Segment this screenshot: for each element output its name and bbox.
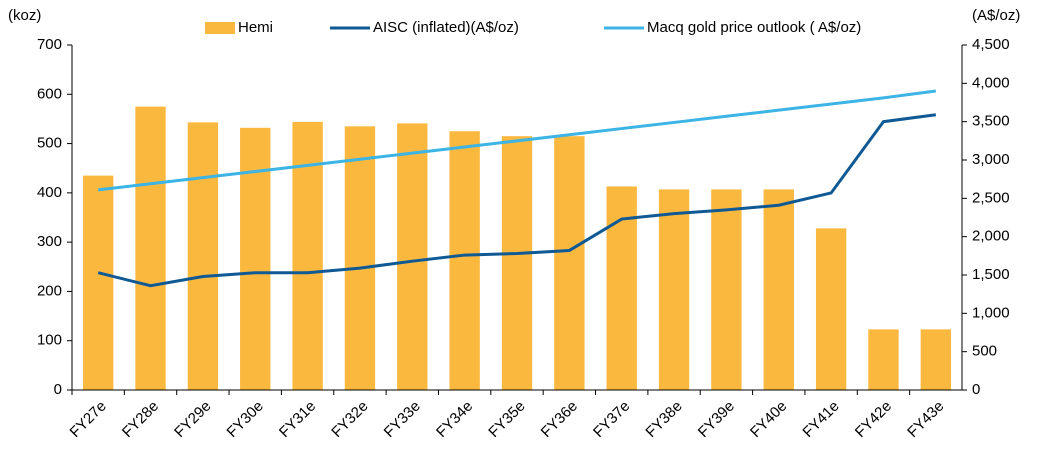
x-tick-label: FY31e bbox=[276, 398, 319, 441]
y2-tick-label: 3,000 bbox=[972, 151, 1010, 168]
x-tick-label: FY39e bbox=[695, 398, 738, 441]
x-tick-label: FY34e bbox=[433, 398, 476, 441]
bar bbox=[763, 189, 794, 390]
bar bbox=[187, 122, 219, 390]
y-tick-label: 0 bbox=[54, 381, 62, 398]
bar bbox=[449, 131, 480, 390]
bar bbox=[920, 329, 952, 390]
y-tick-label: 600 bbox=[37, 85, 62, 102]
x-tick-label: FY38e bbox=[642, 398, 685, 441]
x-tick-label: FY42e bbox=[852, 398, 895, 441]
y-tick-label: 500 bbox=[37, 135, 62, 152]
x-tick-label: FY41e bbox=[799, 398, 842, 441]
x-tick-label: FY36e bbox=[538, 398, 581, 441]
x-tick-label: FY40e bbox=[747, 398, 790, 441]
x-tick-label: FY30e bbox=[224, 398, 267, 441]
x-tick-label: FY29e bbox=[171, 398, 214, 441]
bar bbox=[292, 121, 323, 390]
bar bbox=[135, 106, 166, 390]
bar bbox=[344, 126, 376, 391]
bar bbox=[868, 329, 899, 390]
y-tick-label: 700 bbox=[37, 36, 62, 53]
x-tick-label: FY35e bbox=[485, 398, 528, 441]
bar bbox=[658, 189, 690, 390]
y-tick-label: 400 bbox=[37, 184, 62, 201]
y2-tick-label: 1,000 bbox=[972, 304, 1010, 321]
x-tick-label: FY43e bbox=[904, 398, 947, 441]
bar bbox=[397, 123, 428, 390]
y-axis-title: (koz) bbox=[8, 7, 41, 24]
bar bbox=[82, 175, 114, 390]
line bbox=[98, 89, 937, 192]
legend-label: Macq gold price outlook ( A$/oz) bbox=[647, 19, 861, 36]
y-tick-label: 200 bbox=[37, 282, 62, 299]
y-tick-label: 300 bbox=[37, 233, 62, 250]
y2-tick-label: 2,000 bbox=[972, 228, 1010, 245]
y2-tick-label: 1,500 bbox=[972, 266, 1010, 283]
y-tick-label: 100 bbox=[37, 332, 62, 349]
y2-axis-title: (A$/oz) bbox=[972, 7, 1020, 24]
y2-tick-label: 500 bbox=[972, 343, 997, 360]
y2-tick-label: 4,000 bbox=[972, 74, 1010, 91]
x-tick-label: FY28e bbox=[119, 398, 162, 441]
bar bbox=[554, 136, 585, 390]
y2-tick-label: 4,500 bbox=[972, 36, 1010, 53]
x-tick-label: FY32e bbox=[328, 398, 371, 441]
x-tick-label: FY27e bbox=[67, 398, 110, 441]
y2-tick-label: 3,500 bbox=[972, 113, 1010, 130]
x-tick-label: FY33e bbox=[381, 398, 424, 441]
bar bbox=[240, 127, 271, 391]
legend-label: AISC (inflated)(A$/oz) bbox=[373, 19, 519, 36]
x-tick-label: FY37e bbox=[590, 398, 633, 441]
legend-swatch bbox=[205, 22, 235, 34]
legend-label: Hemi bbox=[238, 19, 273, 36]
line bbox=[97, 113, 937, 288]
bar bbox=[815, 228, 847, 390]
bar bbox=[711, 189, 742, 390]
y2-tick-label: 0 bbox=[972, 381, 980, 398]
bar bbox=[501, 136, 533, 390]
y2-tick-label: 2,500 bbox=[972, 189, 1010, 206]
